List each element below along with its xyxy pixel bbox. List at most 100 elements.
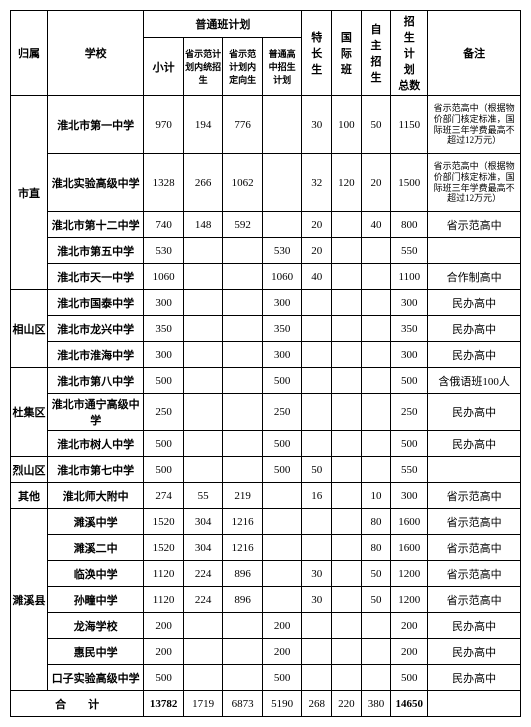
a-cell: 224 xyxy=(183,587,223,613)
tc-cell: 30 xyxy=(302,587,332,613)
zz-cell xyxy=(361,457,391,483)
a-cell xyxy=(183,264,223,290)
gj-cell xyxy=(332,665,362,691)
school-cell: 淮北市通宁高级中学 xyxy=(48,394,144,431)
c-cell xyxy=(262,96,302,154)
b-cell: 896 xyxy=(223,587,263,613)
zz-cell xyxy=(361,238,391,264)
tc-cell: 20 xyxy=(302,238,332,264)
zz-cell xyxy=(361,613,391,639)
sub-cell: 1520 xyxy=(144,509,184,535)
b-cell xyxy=(223,264,263,290)
gj-cell xyxy=(332,264,362,290)
school-cell: 淮北市第八中学 xyxy=(48,368,144,394)
b-cell xyxy=(223,613,263,639)
total-cell: 1200 xyxy=(391,561,428,587)
a-cell xyxy=(183,613,223,639)
a-cell xyxy=(183,238,223,264)
table-row: 淮北市通宁高级中学250250250民办高中 xyxy=(11,394,521,431)
school-cell: 淮北市淮海中学 xyxy=(48,342,144,368)
gj-cell xyxy=(332,342,362,368)
gj-cell xyxy=(332,394,362,431)
tc-cell xyxy=(302,431,332,457)
sub-cell: 300 xyxy=(144,290,184,316)
note-cell: 省示范高中 xyxy=(428,587,521,613)
a-cell xyxy=(183,316,223,342)
tc-cell xyxy=(302,665,332,691)
note-cell: 民办高中 xyxy=(428,431,521,457)
b-cell xyxy=(223,639,263,665)
total-tc: 268 xyxy=(302,691,332,717)
school-cell: 孙疃中学 xyxy=(48,587,144,613)
zz-cell: 40 xyxy=(361,212,391,238)
tc-cell: 30 xyxy=(302,561,332,587)
c-cell xyxy=(262,587,302,613)
table-row: 濉溪二中15203041216801600省示范高中 xyxy=(11,535,521,561)
gj-cell xyxy=(332,561,362,587)
table-body: 市直淮北市第一中学97019477630100501150省示范高中（根据物价部… xyxy=(11,96,521,717)
a-cell xyxy=(183,342,223,368)
total-cell: 1500 xyxy=(391,154,428,212)
zz-cell: 10 xyxy=(361,483,391,509)
total-a: 1719 xyxy=(183,691,223,717)
gj-cell xyxy=(332,368,362,394)
a-cell xyxy=(183,290,223,316)
b-cell xyxy=(223,394,263,431)
group-cell: 濉溪县 xyxy=(11,509,48,691)
hdr-sub: 小计 xyxy=(144,38,184,96)
table-row: 淮北市龙兴中学350350350民办高中 xyxy=(11,316,521,342)
enrollment-table: 归属 学校 普通班计划 特 长 生 国 际 班 自 主 招 生 招 生 计 划 … xyxy=(10,10,521,717)
b-cell xyxy=(223,238,263,264)
zz-cell xyxy=(361,368,391,394)
school-cell: 惠民中学 xyxy=(48,639,144,665)
sub-cell: 350 xyxy=(144,316,184,342)
zz-cell xyxy=(361,316,391,342)
table-row: 市直淮北市第一中学97019477630100501150省示范高中（根据物价部… xyxy=(11,96,521,154)
a-cell xyxy=(183,639,223,665)
sub-cell: 1328 xyxy=(144,154,184,212)
b-cell xyxy=(223,342,263,368)
tc-cell: 50 xyxy=(302,457,332,483)
a-cell: 224 xyxy=(183,561,223,587)
gj-cell xyxy=(332,457,362,483)
tc-cell: 16 xyxy=(302,483,332,509)
tc-cell xyxy=(302,316,332,342)
tc-cell: 20 xyxy=(302,212,332,238)
note-cell: 省示范高中 xyxy=(428,509,521,535)
hdr-a: 省示范计 划内统招 生 xyxy=(183,38,223,96)
zz-cell: 20 xyxy=(361,154,391,212)
table-row: 其他淮北师大附中274552191610300省示范高中 xyxy=(11,483,521,509)
hdr-total: 招 生 计 划 总数 xyxy=(391,11,428,96)
sub-cell: 500 xyxy=(144,368,184,394)
c-cell xyxy=(262,483,302,509)
b-cell: 896 xyxy=(223,561,263,587)
c-cell: 300 xyxy=(262,342,302,368)
note-cell xyxy=(428,238,521,264)
note-cell: 民办高中 xyxy=(428,665,521,691)
b-cell: 776 xyxy=(223,96,263,154)
zz-cell: 80 xyxy=(361,509,391,535)
table-row: 相山区淮北市国泰中学300300300民办高中 xyxy=(11,290,521,316)
zz-cell xyxy=(361,342,391,368)
gj-cell xyxy=(332,290,362,316)
b-cell: 592 xyxy=(223,212,263,238)
total-cell: 300 xyxy=(391,342,428,368)
note-cell: 省示范高中 xyxy=(428,212,521,238)
table-header: 归属 学校 普通班计划 特 长 生 国 际 班 自 主 招 生 招 生 计 划 … xyxy=(11,11,521,96)
table-row: 龙海学校200200200民办高中 xyxy=(11,613,521,639)
group-cell: 市直 xyxy=(11,96,48,290)
gj-cell xyxy=(332,509,362,535)
zz-cell: 50 xyxy=(361,587,391,613)
c-cell: 200 xyxy=(262,613,302,639)
a-cell xyxy=(183,457,223,483)
table-row: 淮北实验高级中学1328266106232120201500省示范高中（根据物价… xyxy=(11,154,521,212)
note-cell: 省示范高中 xyxy=(428,483,521,509)
school-cell: 淮北市国泰中学 xyxy=(48,290,144,316)
gj-cell xyxy=(332,587,362,613)
gj-cell: 100 xyxy=(332,96,362,154)
group-cell: 烈山区 xyxy=(11,457,48,483)
tc-cell: 40 xyxy=(302,264,332,290)
sub-cell: 274 xyxy=(144,483,184,509)
total-cell: 500 xyxy=(391,368,428,394)
tc-cell xyxy=(302,535,332,561)
